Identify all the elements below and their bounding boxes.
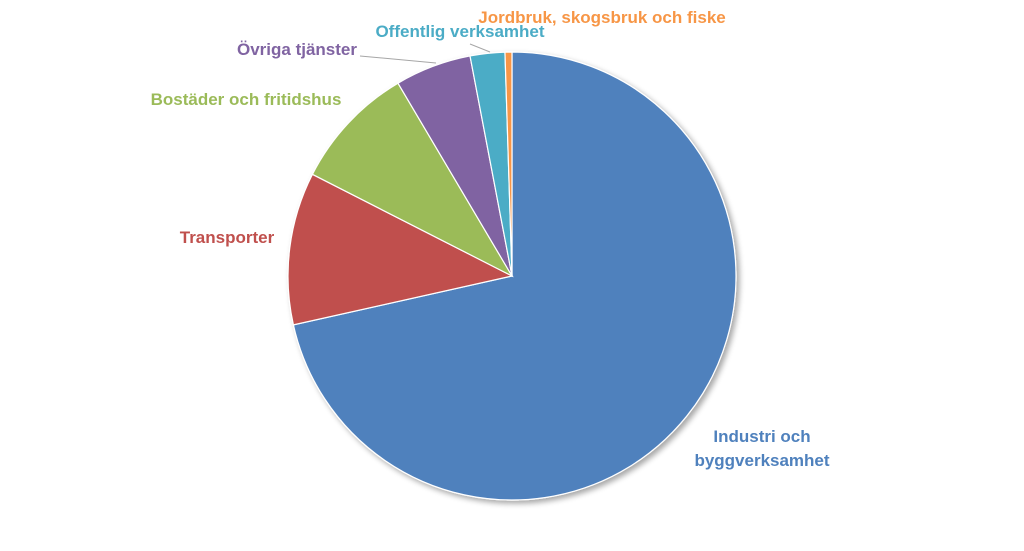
slice-label-line: byggverksamhet — [694, 451, 829, 470]
leader-line-3 — [359, 55, 437, 64]
pie-slice-1 — [287, 173, 514, 326]
slice-label-5: Jordbruk, skogsbruk och fiske — [478, 8, 726, 27]
slice-label-line: Bostäder och fritidshus — [151, 90, 342, 109]
slice-label-0: Industri och byggverksamhet — [694, 427, 829, 470]
slice-label-4: Offentlig verksamhet — [375, 22, 544, 41]
pie-slice-5 — [504, 51, 513, 277]
slice-label-2: Bostäder och fritidshus — [151, 90, 342, 109]
slice-label-line: Jordbruk, skogsbruk och fiske — [478, 8, 726, 27]
slice-label-line: Transporter — [180, 228, 275, 247]
pie-slices — [287, 51, 737, 501]
slice-label-line: Industri och — [713, 427, 810, 446]
leader-line-4 — [469, 43, 491, 53]
leader-lines — [359, 43, 491, 64]
slice-labels: Industri och byggverksamhet Transporter Bos… — [151, 8, 830, 470]
pie-slice-0 — [292, 51, 737, 501]
slice-label-1: Transporter — [180, 228, 275, 247]
slice-label-line: Övriga tjänster — [237, 40, 357, 59]
slice-label-line: Offentlig verksamhet — [375, 22, 544, 41]
pie-slice-2 — [311, 82, 514, 278]
slice-label-3: Övriga tjänster — [237, 40, 357, 59]
